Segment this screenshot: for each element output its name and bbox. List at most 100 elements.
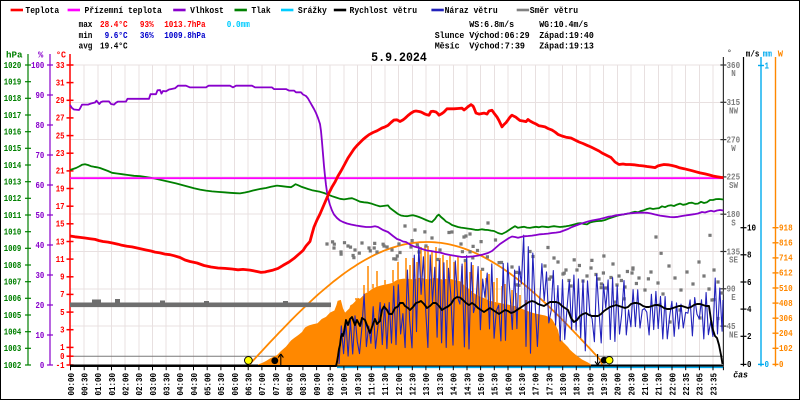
svg-text:93%: 93% xyxy=(140,19,154,30)
svg-text:Přízemní teplota: Přízemní teplota xyxy=(85,5,163,16)
svg-text:1009: 1009 xyxy=(4,244,22,254)
svg-text:31: 31 xyxy=(56,78,65,88)
svg-text:14:00: 14:00 xyxy=(449,373,460,396)
svg-text:°C: °C xyxy=(56,51,67,61)
svg-text:29: 29 xyxy=(56,96,65,106)
svg-text:36%: 36% xyxy=(140,30,154,41)
svg-text:180: 180 xyxy=(727,210,741,220)
svg-text:čas: čas xyxy=(733,370,748,380)
svg-text:17:30: 17:30 xyxy=(544,373,555,396)
svg-text:17:00: 17:00 xyxy=(531,373,542,396)
svg-text:9.6°C: 9.6°C xyxy=(105,30,128,41)
svg-text:25: 25 xyxy=(56,131,65,141)
svg-text:21:00: 21:00 xyxy=(640,373,651,396)
svg-text:13:00: 13:00 xyxy=(421,373,432,396)
svg-text:8: 8 xyxy=(747,251,752,261)
svg-text:5: 5 xyxy=(60,308,64,318)
svg-text:0: 0 xyxy=(747,360,752,370)
svg-text:04:30: 04:30 xyxy=(189,373,200,396)
svg-text:Rychlost větru: Rychlost větru xyxy=(350,5,418,16)
svg-text:11:00: 11:00 xyxy=(367,373,378,396)
svg-text:23: 23 xyxy=(56,149,65,159)
svg-text:03:30: 03:30 xyxy=(162,373,173,396)
svg-text:12:00: 12:00 xyxy=(394,373,405,396)
svg-text:18:30: 18:30 xyxy=(572,373,583,396)
svg-text:%: % xyxy=(38,51,44,61)
svg-text:135: 135 xyxy=(727,247,741,257)
svg-text:0: 0 xyxy=(765,360,770,370)
svg-text:1013: 1013 xyxy=(4,178,22,188)
svg-text:19: 19 xyxy=(56,184,65,194)
svg-text:Směr větru: Směr větru xyxy=(530,5,578,16)
svg-text:16:00: 16:00 xyxy=(503,373,514,396)
svg-text:33: 33 xyxy=(56,61,65,71)
svg-text:Náraz větru: Náraz větru xyxy=(445,5,498,16)
svg-text:70: 70 xyxy=(36,151,45,161)
svg-text:1020: 1020 xyxy=(4,61,22,71)
svg-text:Srážky: Srážky xyxy=(298,5,327,16)
svg-text:102: 102 xyxy=(779,344,793,354)
svg-text:225: 225 xyxy=(727,173,741,183)
svg-text:1014: 1014 xyxy=(4,161,22,171)
svg-text:08:30: 08:30 xyxy=(298,373,309,396)
svg-text:08:00: 08:00 xyxy=(285,373,296,396)
svg-text:Východ:06:29: Východ:06:29 xyxy=(469,30,530,41)
svg-text:0.0mm: 0.0mm xyxy=(227,19,250,30)
svg-text:07:00: 07:00 xyxy=(257,373,268,396)
svg-text:1015: 1015 xyxy=(4,144,22,154)
svg-text:Vlhkost: Vlhkost xyxy=(190,5,224,16)
svg-text:05:30: 05:30 xyxy=(216,373,227,396)
svg-text:0: 0 xyxy=(60,352,64,362)
svg-text:Východ:7:39: Východ:7:39 xyxy=(469,41,525,52)
svg-text:03:00: 03:00 xyxy=(148,373,159,396)
svg-text:S: S xyxy=(731,218,736,228)
svg-text:1: 1 xyxy=(765,61,770,71)
svg-text:01:00: 01:00 xyxy=(93,373,104,396)
svg-text:6: 6 xyxy=(747,278,752,288)
svg-text:Západ:19:40: Západ:19:40 xyxy=(539,30,594,41)
svg-text:13: 13 xyxy=(56,237,65,247)
svg-text:1003: 1003 xyxy=(4,344,22,354)
svg-text:19:30: 19:30 xyxy=(599,373,610,396)
svg-text:50: 50 xyxy=(36,211,45,221)
svg-text:4: 4 xyxy=(747,305,752,315)
svg-text:315: 315 xyxy=(727,98,741,108)
svg-text:1006: 1006 xyxy=(4,294,22,304)
svg-text:15:30: 15:30 xyxy=(490,373,501,396)
svg-text:22:35: 22:35 xyxy=(681,373,692,396)
svg-text:204: 204 xyxy=(779,329,793,339)
svg-text:10: 10 xyxy=(747,224,756,234)
svg-text:15: 15 xyxy=(56,220,65,230)
svg-text:07:30: 07:30 xyxy=(271,373,282,396)
svg-text:1005: 1005 xyxy=(4,311,22,321)
svg-text:1013.7hPa: 1013.7hPa xyxy=(164,19,206,30)
svg-text:1: 1 xyxy=(60,343,65,353)
svg-text:306: 306 xyxy=(779,314,793,324)
svg-text:408: 408 xyxy=(779,299,793,309)
svg-text:20:00: 20:00 xyxy=(613,373,624,396)
svg-text:m/s: m/s xyxy=(746,50,760,60)
svg-text:mm: mm xyxy=(763,50,772,60)
svg-text:min: min xyxy=(79,30,93,41)
svg-text:28.4°C: 28.4°C xyxy=(100,19,128,30)
svg-text:15:00: 15:00 xyxy=(476,373,487,396)
svg-text:23:05: 23:05 xyxy=(695,373,706,396)
svg-text:7: 7 xyxy=(60,290,64,300)
svg-text:1019: 1019 xyxy=(4,78,22,88)
svg-text:45: 45 xyxy=(727,322,736,332)
svg-text:Teplota: Teplota xyxy=(25,5,59,16)
svg-text:11:30: 11:30 xyxy=(380,373,391,396)
svg-text:714: 714 xyxy=(779,254,793,264)
svg-text:WS:6.8m/s: WS:6.8m/s xyxy=(469,19,514,30)
svg-text:02:30: 02:30 xyxy=(134,373,145,396)
svg-text:NE: NE xyxy=(729,330,739,340)
svg-text:avg: avg xyxy=(79,41,93,52)
svg-text:18:00: 18:00 xyxy=(558,373,569,396)
svg-text:21:30: 21:30 xyxy=(654,373,665,396)
svg-text:10:00: 10:00 xyxy=(339,373,350,396)
svg-text:510: 510 xyxy=(779,284,793,294)
svg-text:1012: 1012 xyxy=(4,194,22,204)
svg-text:100: 100 xyxy=(31,61,44,71)
svg-text:22:00: 22:00 xyxy=(667,373,678,396)
svg-text:30: 30 xyxy=(36,271,45,281)
